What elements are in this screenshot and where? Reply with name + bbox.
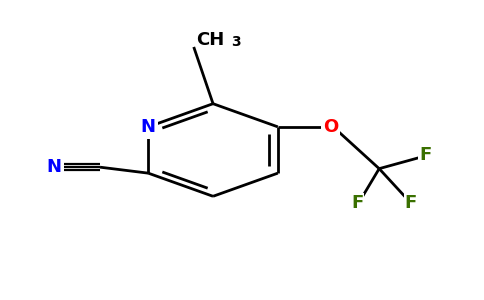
Text: F: F (405, 194, 417, 212)
Text: F: F (419, 146, 431, 164)
Text: F: F (351, 194, 363, 212)
Text: N: N (46, 158, 61, 176)
Text: 3: 3 (231, 34, 241, 49)
Text: O: O (323, 118, 338, 136)
Text: CH: CH (196, 31, 225, 49)
Text: N: N (141, 118, 156, 136)
